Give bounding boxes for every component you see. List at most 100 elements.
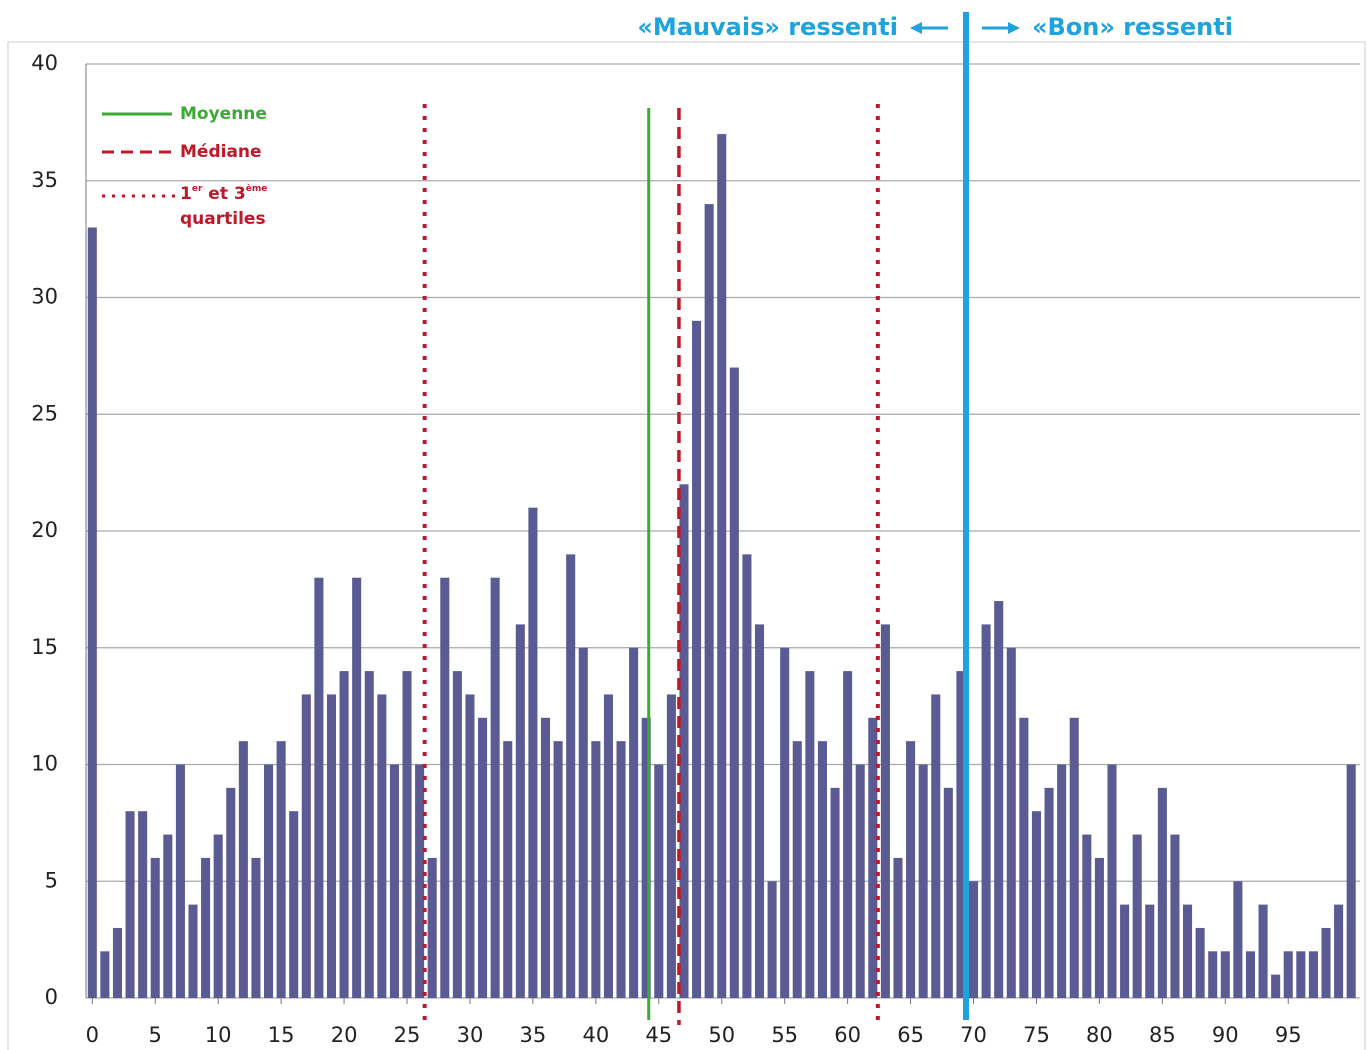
bar [201, 857, 211, 998]
bar [1019, 717, 1029, 998]
x-tick-label: 95 [1275, 1023, 1302, 1047]
bar [188, 904, 198, 998]
bar [326, 694, 337, 998]
bar [578, 647, 588, 998]
bar [427, 857, 437, 998]
x-tick-label: 15 [268, 1023, 295, 1047]
bar [1283, 951, 1293, 998]
bar [868, 717, 878, 998]
bar [1245, 951, 1256, 998]
bar [264, 764, 274, 998]
bar [830, 787, 840, 998]
bar [1220, 951, 1230, 998]
bar [641, 717, 651, 998]
bar [238, 741, 248, 998]
bar [478, 717, 488, 998]
bar [301, 694, 311, 998]
bar [1208, 951, 1218, 998]
bar [566, 554, 576, 998]
legend-label-sup: ème [246, 183, 268, 194]
bar [339, 671, 349, 998]
bar [1157, 787, 1167, 998]
bar [591, 741, 601, 998]
bar [314, 577, 324, 998]
x-tick-label: 35 [520, 1023, 547, 1047]
bar [880, 624, 890, 998]
bar [1271, 974, 1281, 998]
x-tick-label: 50 [708, 1023, 735, 1047]
bar [226, 787, 236, 998]
bar [490, 577, 500, 998]
y-tick-label: 25 [31, 401, 58, 425]
bar [1120, 904, 1130, 998]
bar [377, 694, 387, 998]
legend-label: Moyenne [180, 104, 267, 124]
bar [931, 694, 941, 998]
bar [654, 764, 664, 998]
bar [540, 717, 551, 998]
bar [918, 764, 928, 998]
bar [138, 811, 148, 998]
legend-label: 1er et 3ème [180, 183, 267, 205]
x-tick-label: 5 [149, 1023, 162, 1047]
bar [742, 554, 752, 998]
y-tick-label: 5 [45, 868, 58, 892]
x-tick-label: 10 [205, 1023, 232, 1047]
bar [364, 671, 374, 998]
bar [150, 857, 160, 998]
annotation: «Bon» ressenti [1032, 13, 1233, 41]
x-tick-label: 0 [86, 1023, 99, 1047]
bar [1258, 904, 1268, 998]
x-tick-label: 60 [834, 1023, 861, 1047]
bar [629, 647, 639, 998]
bar [1044, 787, 1054, 998]
bar [1069, 717, 1079, 998]
bar [1031, 811, 1041, 998]
bar [125, 811, 135, 998]
bar [213, 834, 223, 998]
bar [893, 857, 903, 998]
legend-label-part: 1 [180, 184, 192, 204]
x-tick-label: 25 [394, 1023, 421, 1047]
x-tick-label: 30 [457, 1023, 484, 1047]
x-tick-label: 55 [771, 1023, 798, 1047]
bar [1132, 834, 1142, 998]
bar [616, 741, 626, 998]
bar [1334, 904, 1344, 998]
bar [956, 671, 966, 998]
bar [906, 741, 916, 998]
bar [666, 694, 676, 998]
frame [7, 41, 1366, 1050]
bar [352, 577, 362, 998]
x-tick-label: 20 [331, 1023, 358, 1047]
bar [981, 624, 991, 998]
bar [968, 881, 979, 998]
bar [704, 204, 714, 999]
y-tick-label: 10 [31, 752, 58, 776]
x-tick-label: 45 [645, 1023, 672, 1047]
legend-label: quartiles [180, 209, 266, 229]
bar [805, 671, 815, 998]
arrow-head [1007, 22, 1020, 34]
bar [1182, 904, 1193, 998]
bar [465, 694, 475, 998]
bar [528, 507, 538, 998]
bar [1006, 647, 1016, 998]
bar [515, 624, 525, 998]
bar [440, 577, 450, 998]
x-tick-label: 85 [1149, 1023, 1176, 1047]
bar [817, 741, 827, 998]
x-tick-label: 75 [1023, 1023, 1050, 1047]
bar [503, 741, 513, 998]
bar [163, 834, 173, 998]
bar [729, 367, 739, 998]
bar [1321, 927, 1331, 998]
legend-label: Médiane [180, 142, 262, 162]
x-tick-label: 90 [1212, 1023, 1239, 1047]
bar [1346, 764, 1356, 998]
bar [943, 787, 953, 998]
y-tick-label: 35 [31, 168, 58, 192]
y-tick-label: 0 [45, 985, 58, 1009]
bar [843, 671, 853, 998]
